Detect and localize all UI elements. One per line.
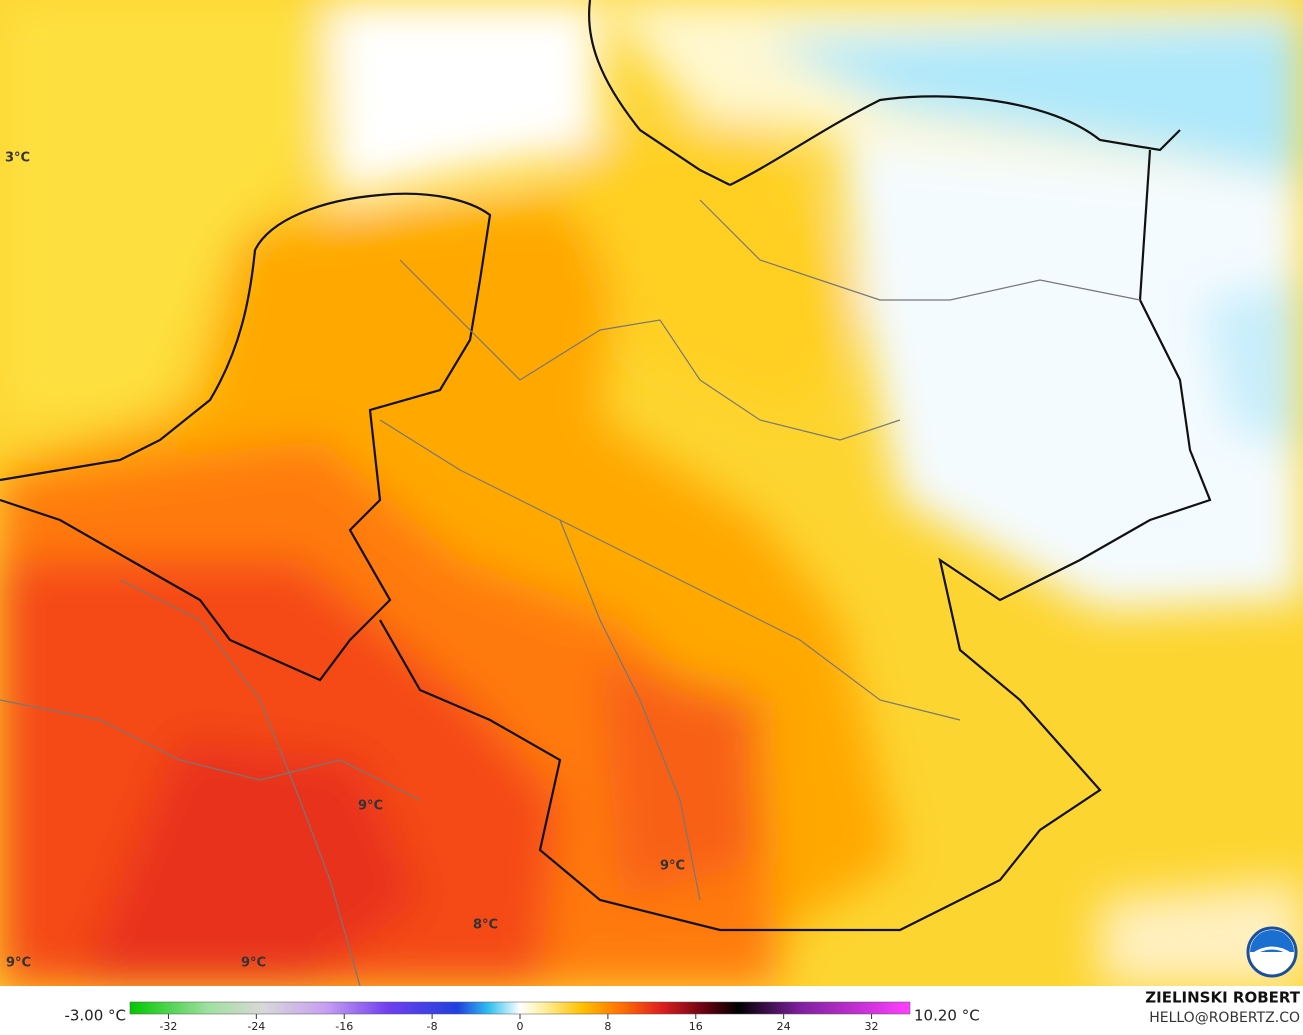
temperature-label: 9°C bbox=[660, 859, 685, 874]
temperature-label: 9°C bbox=[241, 956, 266, 971]
temperature-label: 9°C bbox=[358, 799, 383, 814]
temperature-label: 9°C bbox=[6, 956, 31, 971]
legend-min-label: -3.00 °C bbox=[64, 1007, 126, 1025]
noaa-logo bbox=[1246, 926, 1298, 978]
colorbar-tick-label: 16 bbox=[689, 1020, 703, 1033]
colorbar-tick-label: 0 bbox=[517, 1020, 524, 1033]
colorbar-ticks: -32 -24 -16 -8 0 8 16 24 32 bbox=[159, 1014, 879, 1033]
legend-max-label: 10.20 °C bbox=[914, 1007, 980, 1025]
colorbar-tick-label: 24 bbox=[777, 1020, 791, 1033]
colorbar-tick-label: -8 bbox=[427, 1020, 438, 1033]
map-labels: 3°C 9°C 9°C 8°C 9°C 9°C bbox=[5, 151, 685, 971]
credit-name: ZIELINSKI ROBERT bbox=[1145, 989, 1300, 1007]
temperature-label: 3°C bbox=[5, 151, 30, 166]
temperature-label: 8°C bbox=[473, 918, 498, 933]
map bbox=[0, 0, 1303, 986]
credit-email: HELLO@ROBERTZ.CO bbox=[1149, 1010, 1300, 1026]
colorbar-tick-label: 8 bbox=[604, 1020, 611, 1033]
colorbar-tick-label: -24 bbox=[247, 1020, 265, 1033]
colorbar-tick-label: 32 bbox=[865, 1020, 879, 1033]
colorbar bbox=[129, 1001, 911, 1015]
colorbar-tick-label: -32 bbox=[159, 1020, 177, 1033]
colorbar-tick-label: -16 bbox=[335, 1020, 353, 1033]
